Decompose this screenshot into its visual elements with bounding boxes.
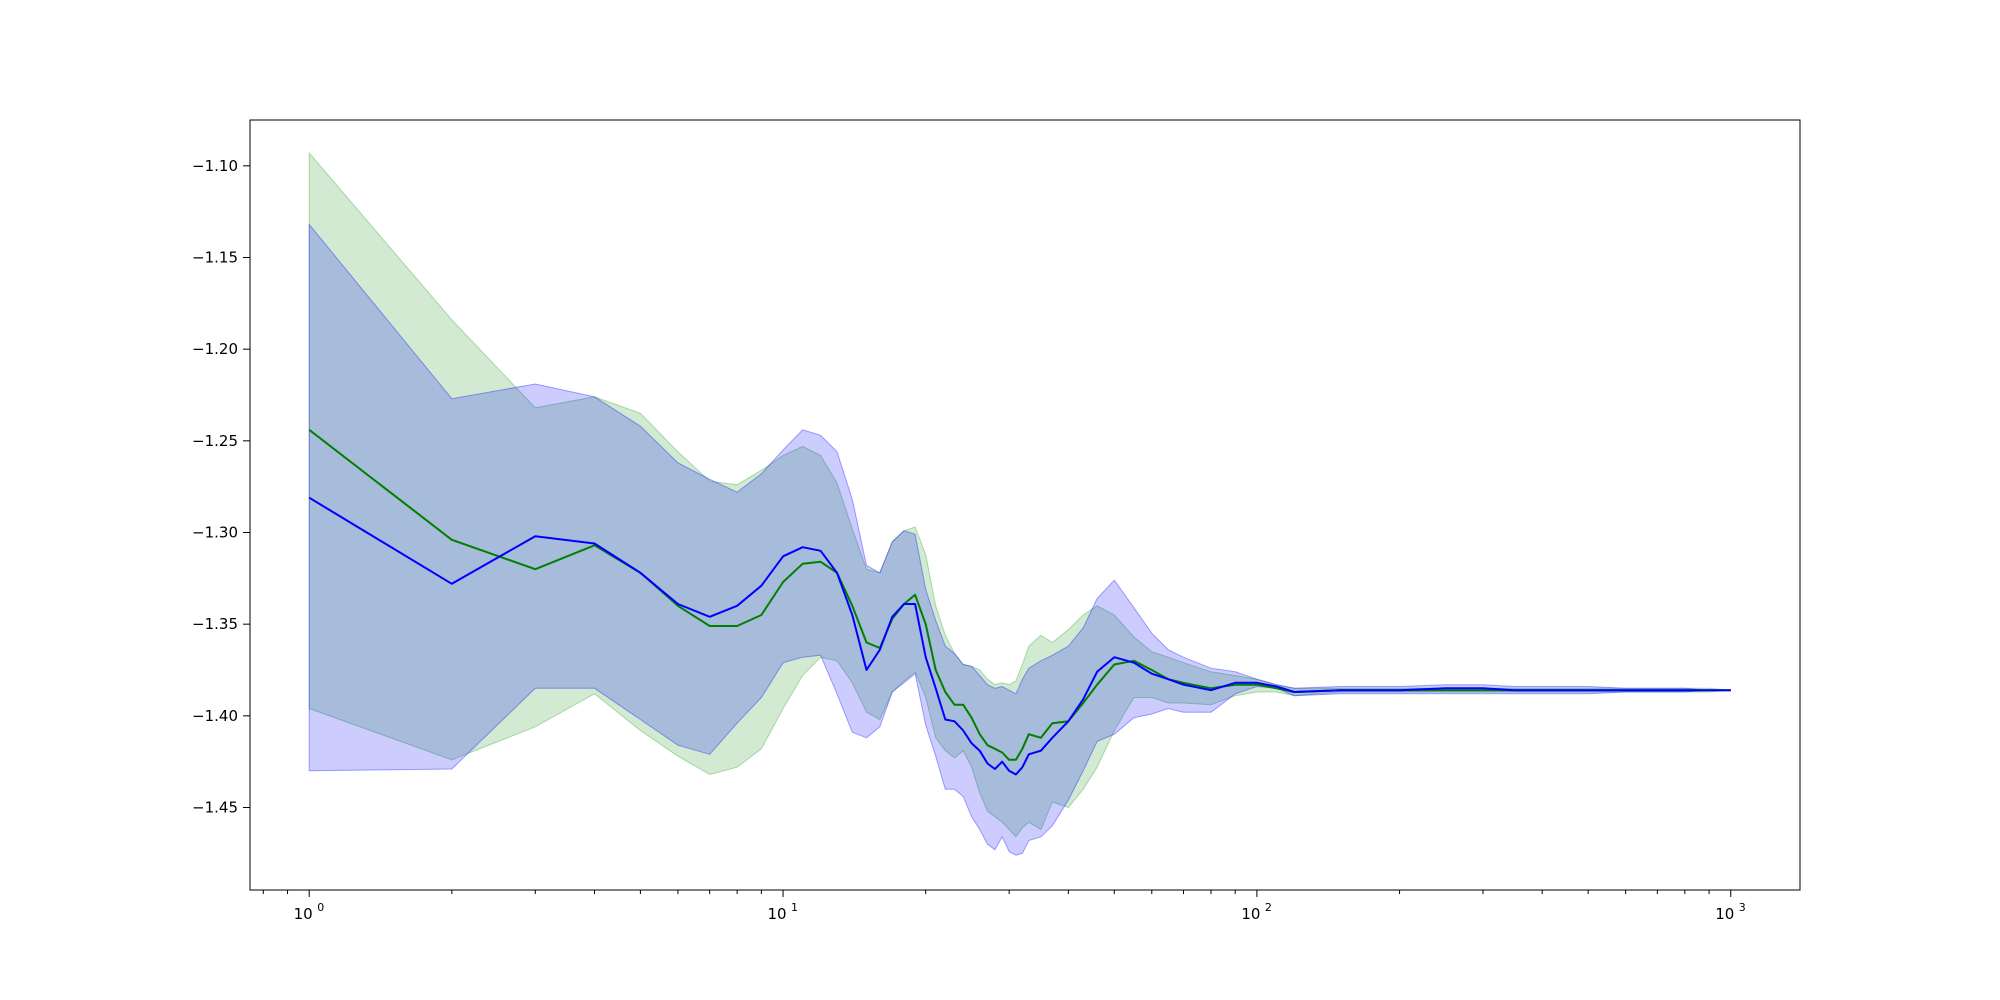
x-tick-label: 10 (1241, 905, 1260, 923)
x-tick-label: 10 (768, 905, 787, 923)
y-tick-label: −1.10 (192, 157, 238, 175)
y-axis: −1.10 −1.15 −1.20 −1.25 −1.30 −1.35 −1.40 −1.45 (192, 157, 250, 817)
x-tick-exponent: 2 (1265, 901, 1272, 914)
x-tick-label: 10 (1715, 905, 1734, 923)
y-tick-label: −1.35 (192, 615, 238, 633)
y-tick-label: −1.20 (192, 340, 238, 358)
y-tick-label: −1.25 (192, 432, 238, 450)
x-tick-label: 10 (294, 905, 313, 923)
plot-frame (249, 119, 1801, 891)
y-tick-label: −1.15 (192, 249, 238, 267)
y-tick-label: −1.40 (192, 707, 238, 725)
y-tick-label: −1.30 (192, 524, 238, 542)
x-tick-exponent: 1 (791, 901, 798, 914)
x-tick-exponent: 0 (317, 901, 324, 914)
series-line-2 (308, 496, 1731, 776)
x-axis: 10 0 10 1 10 2 10 3 (262, 890, 1746, 923)
y-tick-label: −1.45 (192, 799, 238, 817)
series-lines (308, 429, 1731, 776)
x-tick-exponent: 3 (1739, 901, 1746, 914)
